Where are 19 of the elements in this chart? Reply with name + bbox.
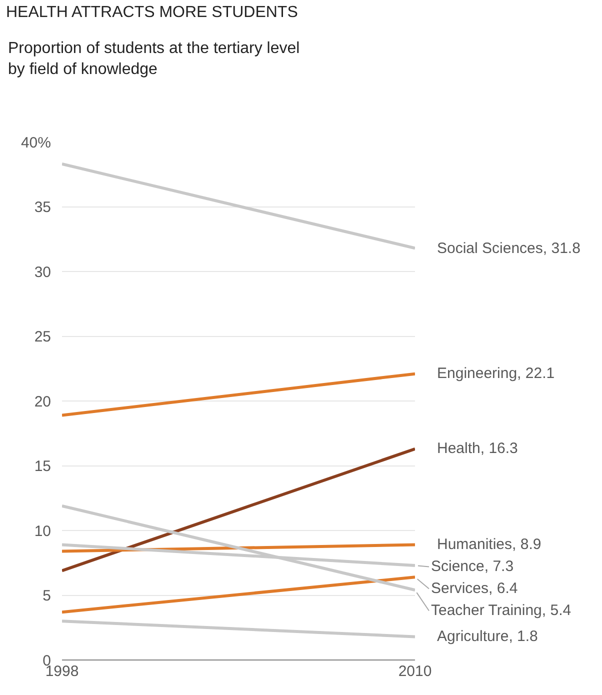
data-label: Humanities, 8.9 (437, 536, 542, 553)
data-label: Engineering, 22.1 (437, 365, 555, 382)
y-tick-label: 40% (20, 134, 51, 152)
x-tick-label: 2010 (398, 663, 432, 680)
chart-title: HEALTH ATTRACTS MORE STUDENTS (6, 4, 298, 22)
y-tick-label: 5 (42, 588, 51, 604)
data-label: Agriculture, 1.8 (437, 628, 538, 645)
y-tick-label: 15 (34, 458, 51, 475)
data-label: Science, 7.3 (431, 558, 514, 575)
data-label: Services, 6.4 (431, 580, 518, 597)
y-tick-label: 30 (34, 264, 51, 281)
data-label: Teacher Training, 5.4 (431, 602, 572, 619)
y-tick-label: 10 (34, 522, 51, 540)
chart-subtitle: Proportion of students at the tertiary level by field of knowledge (8, 40, 300, 78)
data-label: Social Sciences, 31.8 (437, 240, 580, 257)
data-label: Health, 16.3 (437, 440, 518, 457)
y-tick-label: 35 (34, 199, 51, 216)
y-tick-label: 25 (34, 328, 51, 346)
y-tick-label: 20 (34, 393, 51, 410)
